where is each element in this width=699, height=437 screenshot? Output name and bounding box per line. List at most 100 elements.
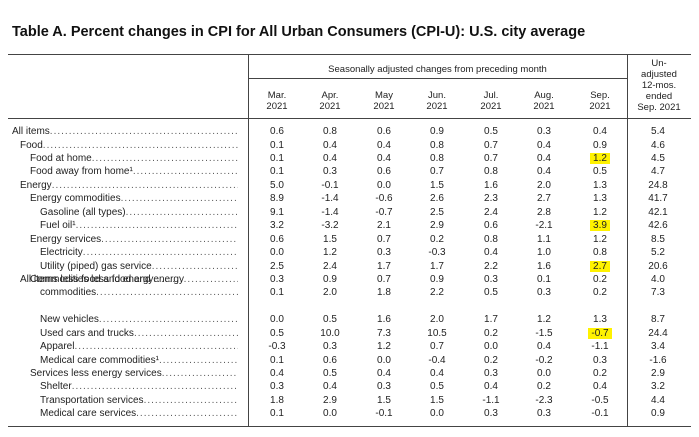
group-header-rule (248, 78, 627, 79)
value-cell: 0.5 (430, 381, 444, 392)
value-cell: -2.1 (535, 220, 553, 231)
value-cell: 0.1 (270, 408, 284, 419)
leader-dots: ........................................… (98, 314, 238, 325)
bottom-rule (8, 426, 691, 427)
leader-dots: ........................................… (71, 381, 238, 392)
value-cell: 0.3 (377, 247, 391, 258)
highlighted-value: 2.7 (590, 261, 610, 272)
value-cell: -2.3 (535, 395, 553, 406)
value-cell: 0.5 (323, 314, 337, 325)
value-cell: 2.5 (430, 207, 444, 218)
value-cell: -1.1 (591, 341, 609, 352)
value-cell: 1.3 (593, 193, 607, 204)
header-12mo-line: Sep. 2021 (637, 102, 681, 113)
value-cell: 0.1 (270, 140, 284, 151)
value-cell: 0.8 (593, 247, 607, 258)
month-header-month: Jun. (428, 90, 446, 101)
value-cell: 0.1 (270, 355, 284, 366)
value-cell: 1.6 (377, 314, 391, 325)
value-cell: 3.2 (270, 220, 284, 231)
month-header-month: Sep. (590, 90, 610, 101)
value-cell: 4.0 (651, 274, 665, 285)
value-cell: 8.9 (270, 193, 284, 204)
value-cell: 2.9 (651, 368, 665, 379)
value-cell: 0.0 (377, 180, 391, 191)
highlighted-value: 1.2 (590, 153, 610, 164)
value-cell: 0.4 (323, 381, 337, 392)
value-cell: 0.4 (323, 140, 337, 151)
value-cell: 0.0 (270, 247, 284, 258)
value-cell: 0.9 (430, 274, 444, 285)
value-cell: 0.3 (270, 274, 284, 285)
month-header-year: 2021 (266, 101, 288, 112)
row-label: Energy commodities......................… (0, 193, 238, 205)
header-12mo-line: Un- (651, 58, 667, 69)
value-cell: 1.0 (537, 247, 551, 258)
leader-dots: ........................................… (49, 126, 238, 137)
value-cell: 0.6 (323, 355, 337, 366)
value-cell: 2.9 (323, 395, 337, 406)
value-cell: -0.4 (428, 355, 446, 366)
value-cell: 0.7 (484, 140, 498, 151)
value-cell: 7.3 (377, 328, 391, 339)
row-label: Transportation services.................… (0, 395, 238, 407)
value-cell: 0.4 (377, 368, 391, 379)
value-cell: 2.3 (484, 193, 498, 204)
value-cell: 5.2 (651, 247, 665, 258)
value-cell: 4.6 (651, 140, 665, 151)
header-12mo-line: ended (645, 91, 673, 102)
row-label: All items less food and energy..........… (0, 274, 238, 286)
value-cell: 1.2 (377, 341, 391, 352)
value-cell: 0.9 (593, 140, 607, 151)
leader-dots: ........................................… (51, 180, 238, 191)
value-cell: 0.4 (323, 153, 337, 164)
row-label: Commodities less food and energy (30, 274, 184, 285)
value-cell: 0.4 (537, 153, 551, 164)
value-cell: 10.5 (427, 328, 447, 339)
value-cell: 0.0 (377, 355, 391, 366)
month-header: Sep. 2021 (575, 90, 625, 112)
value-cell: 0.2 (484, 355, 498, 366)
value-cell: -0.6 (375, 193, 393, 204)
value-cell: 0.4 (430, 368, 444, 379)
value-cell: 1.8 (377, 287, 391, 298)
value-cell: 0.0 (537, 368, 551, 379)
header-bottom-rule (8, 118, 691, 119)
value-cell: 41.7 (648, 193, 668, 204)
month-header: Mar. 2021 (252, 90, 302, 112)
value-cell: -1.6 (649, 355, 667, 366)
row-label: All items...............................… (0, 126, 238, 138)
month-header-month: Mar. (267, 90, 287, 101)
value-cell: 0.6 (270, 234, 284, 245)
value-cell: -0.3 (428, 247, 446, 258)
value-cell: 0.3 (270, 381, 284, 392)
leader-dots: ........................................… (161, 368, 238, 379)
row-label: Medical care services...................… (0, 408, 238, 420)
value-cell: 0.9 (323, 274, 337, 285)
value-cell: 2.6 (430, 193, 444, 204)
value-cell: 2.4 (323, 261, 337, 272)
value-cell: 0.4 (484, 247, 498, 258)
leader-dots: ........................................… (158, 355, 238, 366)
value-cell: 1.2 (323, 247, 337, 258)
value-cell: -0.1 (591, 408, 609, 419)
row-label: Energy..................................… (0, 180, 238, 192)
value-cell: 1.7 (377, 261, 391, 272)
value-cell: -0.3 (268, 341, 286, 352)
value-cell: 0.7 (484, 153, 498, 164)
value-cell: 2.2 (430, 287, 444, 298)
highlighted-value: 3.9 (590, 220, 610, 231)
value-cell: 4.5 (651, 153, 665, 164)
leader-dots: ........................................… (133, 328, 238, 339)
highlighted-value: -0.7 (588, 328, 612, 339)
month-header-month: Jul. (483, 90, 499, 101)
row-label: Food at home............................… (0, 153, 238, 165)
top-rule (8, 54, 691, 55)
month-header-year: 2021 (426, 101, 448, 112)
value-cell: -1.4 (321, 193, 339, 204)
leader-dots: ........................................… (96, 287, 238, 298)
month-header-year: 2021 (589, 101, 611, 112)
value-cell: 0.7 (377, 274, 391, 285)
value-cell: 0.2 (593, 287, 607, 298)
value-cell: 8.7 (651, 314, 665, 325)
